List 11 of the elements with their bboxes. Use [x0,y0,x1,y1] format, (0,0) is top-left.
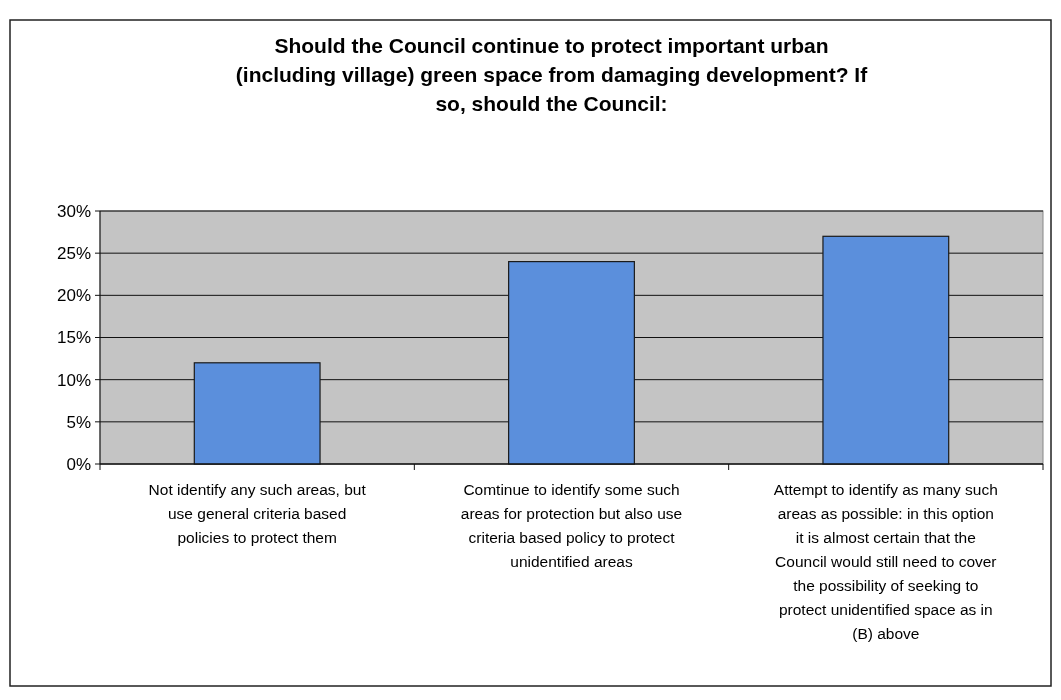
y-tick-label: 25% [56,244,91,264]
x-tick-label: Not identify any such areas, but use general criteria based policies to protect them [148,481,367,546]
x-tick-label: Attempt to identify as many such areas as possible: in this option it is almost certain that the Council would still need to cover the possibility of seeking to protect unidentified space as in (B) above [773,481,998,642]
y-tick-label: 20% [56,286,91,306]
y-tick-label: 10% [56,370,91,390]
y-tick-label: 30% [56,201,91,221]
y-tick-label: 15% [56,328,91,348]
x-tick-label: Comtinue to identify some such areas for protection but also use criteria based policy to protect unidentified areas [460,481,683,570]
y-tick-label: 5% [66,412,91,432]
y-tick-label: 0% [66,454,91,474]
chart-title: Should the Council continue to protect important urban (including village) green space from damaging development? If so, should the Council: [235,34,869,115]
